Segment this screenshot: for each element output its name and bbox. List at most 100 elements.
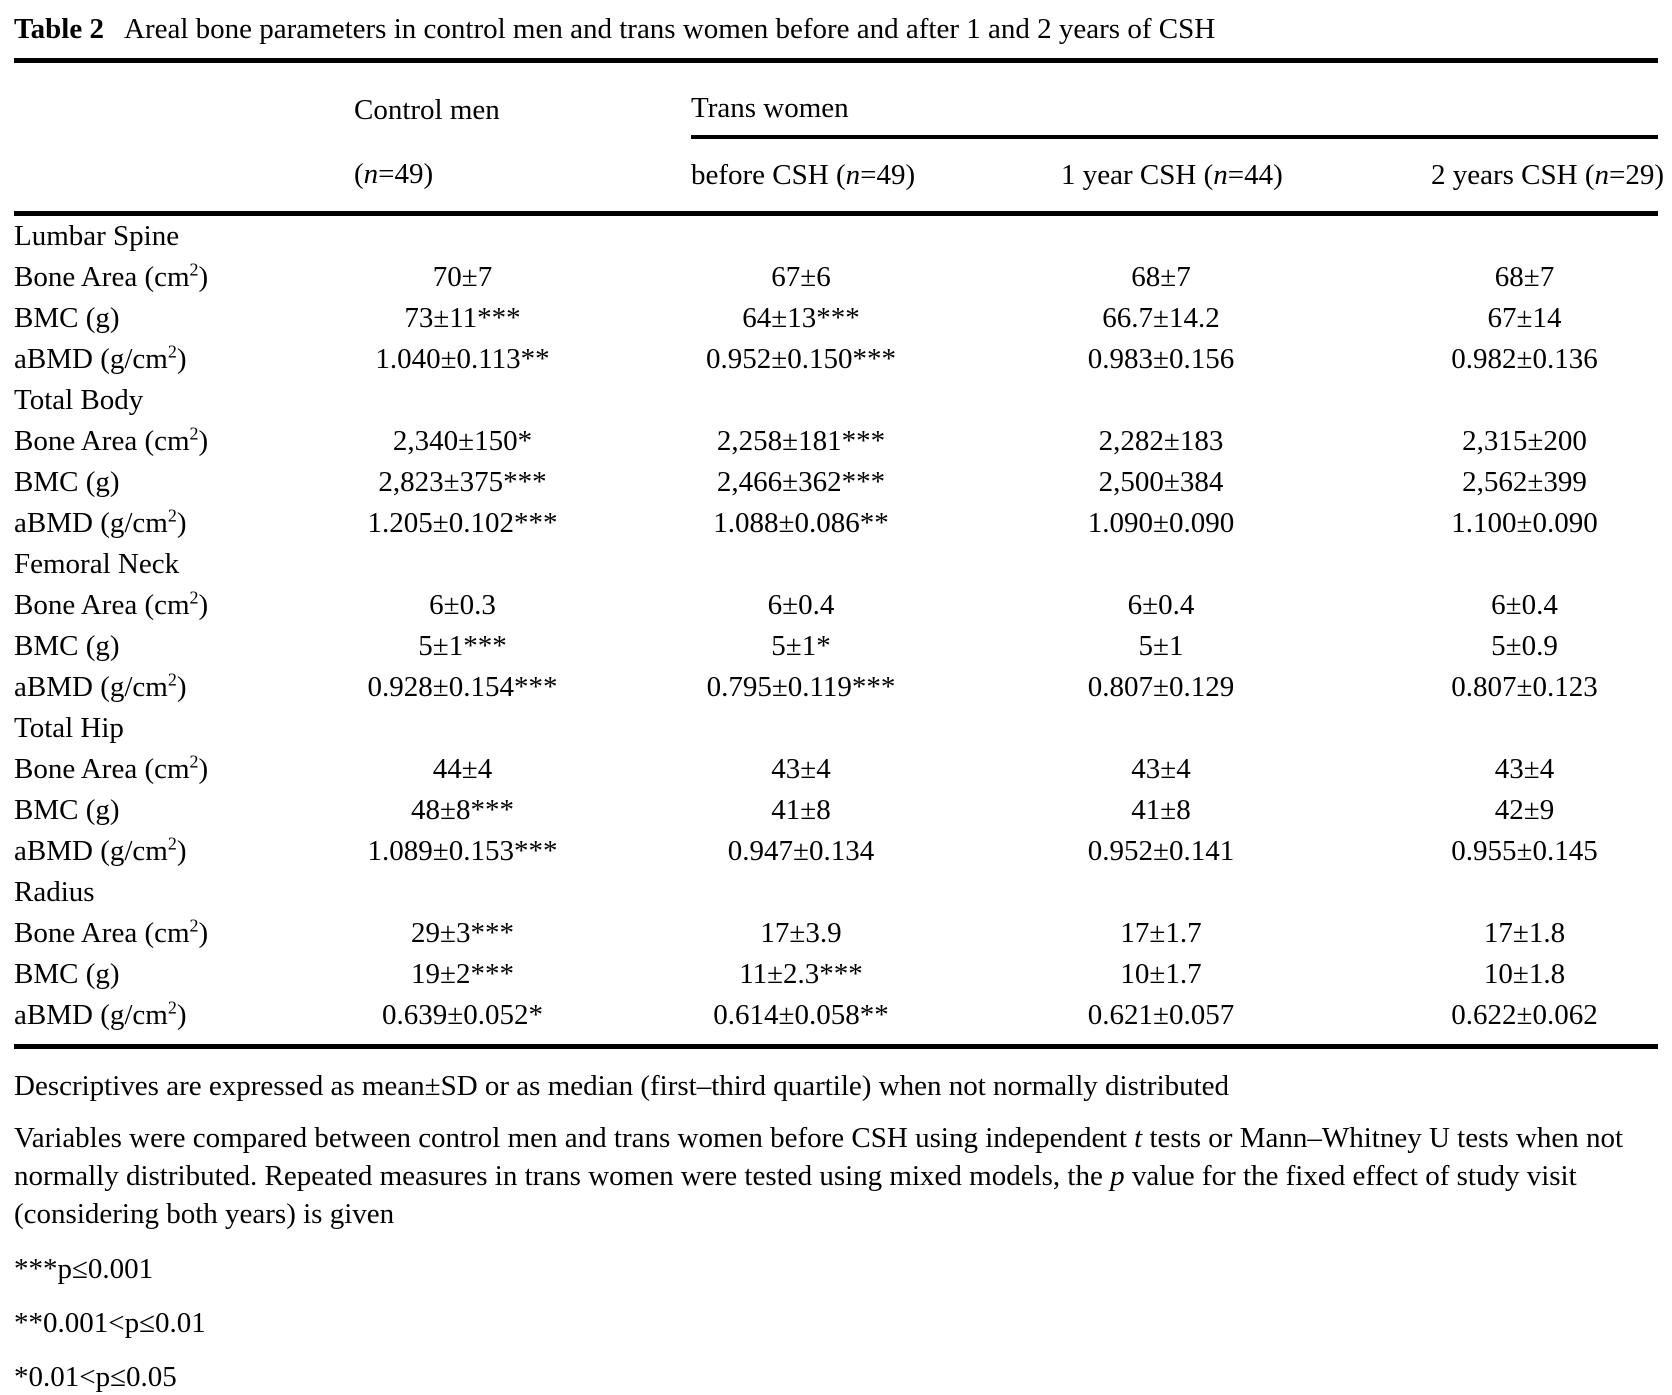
row-label: Bone Area (cm2)	[14, 913, 354, 954]
row-label-sup: 2	[167, 341, 177, 362]
table-cell: 48±8***	[411, 794, 514, 826]
section-label: Lumbar Spine	[14, 220, 180, 252]
table-cell: 1.090±0.090	[1087, 507, 1235, 539]
row-label-text: aBMD (g/cm	[14, 835, 168, 867]
header-empty-cell	[14, 63, 354, 137]
table-cell: 2,340±150*	[392, 425, 533, 457]
table-cell: 17±1.7	[1120, 917, 1202, 949]
header-2-years-csh: 2 years CSH (n=29)	[1431, 137, 1664, 216]
significance-note-1-star: *0.01<p≤0.05	[14, 1361, 177, 1393]
table-cell: 73±11***	[404, 302, 521, 334]
bone-parameters-table: Control men Trans women (n=49) before CS…	[14, 63, 1664, 1049]
footnote-descriptives: Descriptives are expressed as mean±SD or…	[14, 1070, 1230, 1102]
header-trans-women: Trans women	[691, 63, 1658, 139]
row-label: BMC (g)	[14, 298, 354, 339]
section-row: Femoral Neck	[14, 544, 1658, 585]
header-control-men: Control men	[354, 94, 500, 126]
table-cell: 68±7	[1494, 261, 1555, 293]
row-label: BMC (g)	[14, 790, 354, 831]
row-label-text: )	[198, 589, 209, 621]
row-label-sup: 2	[167, 669, 177, 690]
row-label: BMC (g)	[14, 954, 354, 995]
table-row: aBMD (g/cm2) 0.928±0.154*** 0.795±0.119*…	[14, 667, 1658, 708]
row-label: Bone Area (cm2)	[14, 585, 354, 626]
row-label-sup: 2	[189, 915, 199, 936]
table-cell: 0.795±0.119***	[706, 671, 896, 703]
table-cell: 0.621±0.057	[1061, 995, 1431, 1049]
table-cell: 44±4	[432, 753, 493, 785]
section-label: Total Body	[14, 384, 144, 416]
row-label-text: BMC (g)	[14, 958, 120, 990]
row-label-sup: 2	[167, 997, 177, 1018]
row-label: Bone Area (cm2)	[14, 257, 354, 298]
table-caption-label: Table 2	[14, 13, 104, 45]
footnote-text: tests or Mann–Whitney U tests when not n…	[14, 1122, 1624, 1192]
section-row: Lumbar Spine	[14, 214, 1658, 258]
row-label-text: Bone Area (cm	[14, 917, 190, 949]
table-cell: 5±1	[1138, 630, 1184, 662]
table-cell: 6±0.4	[767, 589, 835, 621]
header-n-symbol: n	[363, 157, 379, 190]
table-cell: 67±6	[771, 261, 831, 293]
row-label-sup: 2	[189, 259, 199, 280]
table-cell: 2,500±384	[1098, 466, 1224, 498]
table-cell: 5±0.9	[1491, 630, 1558, 662]
table-row: Bone Area (cm2) 2,340±150* 2,258±181*** …	[14, 421, 1658, 462]
section-row: Total Hip	[14, 708, 1658, 749]
header-text: =29)	[1609, 158, 1665, 191]
row-label-text: Bone Area (cm	[14, 261, 190, 293]
table-cell: 1.100±0.090	[1451, 507, 1598, 539]
table-cell: 5±1*	[771, 630, 831, 662]
section-label: Radius	[14, 876, 95, 908]
table-cell: 1.205±0.102***	[367, 507, 558, 539]
section-row: Radius	[14, 872, 1658, 913]
row-label-text: BMC (g)	[14, 630, 120, 662]
header-control-n: (n=49)	[354, 137, 691, 216]
significance-note-2-stars: **0.001<p≤0.01	[14, 1307, 206, 1339]
table-cell: 0.614±0.058**	[691, 995, 1061, 1049]
table-cell: 1.040±0.113**	[375, 343, 550, 375]
table-cell: 2,282±183	[1098, 425, 1224, 457]
table-cell: 66.7±14.2	[1102, 302, 1220, 334]
table-cell: 0.807±0.123	[1451, 671, 1598, 703]
header-n-symbol: n	[845, 158, 861, 191]
header-n-symbol: n	[1213, 158, 1228, 191]
table-cell: 43±4	[771, 753, 831, 785]
row-label-sup: 2	[189, 587, 199, 608]
table-row: aBMD (g/cm2) 1.205±0.102*** 1.088±0.086*…	[14, 503, 1658, 544]
header-text: 1 year CSH (	[1061, 158, 1214, 191]
table-cell: 6±0.4	[1491, 589, 1558, 621]
table-cell: 29±3***	[411, 917, 514, 949]
table-row: BMC (g) 48±8*** 41±8 41±8 42±9	[14, 790, 1658, 831]
table-cell: 17±1.8	[1483, 917, 1566, 949]
footnote-text: value for the fixed effect of study visi…	[14, 1160, 1577, 1230]
table-row: Bone Area (cm2) 44±4 43±4 43±4 43±4	[14, 749, 1658, 790]
table-cell: 43±4	[1131, 753, 1191, 785]
table-cell: 10±1.8	[1483, 958, 1566, 990]
table-cell: 41±8	[1131, 794, 1191, 826]
table-row: BMC (g) 5±1*** 5±1* 5±1 5±0.9	[14, 626, 1658, 667]
table-cell: 5±1***	[418, 630, 507, 662]
row-label-text: Bone Area (cm	[14, 753, 190, 785]
table-caption-text: Areal bone parameters in control men and…	[124, 13, 1216, 45]
table-cell: 17±3.9	[760, 917, 842, 949]
row-label-text: BMC (g)	[14, 466, 120, 498]
table-row: BMC (g) 19±2*** 11±2.3*** 10±1.7 10±1.8	[14, 954, 1658, 995]
row-label: BMC (g)	[14, 462, 354, 503]
row-label-text: )	[198, 753, 209, 785]
row-label-text: Bone Area (cm	[14, 425, 190, 457]
table-row: aBMD (g/cm2) 1.040±0.113** 0.952±0.150**…	[14, 339, 1658, 380]
table-cell: 41±8	[771, 794, 831, 826]
footnote-t-symbol: t	[1134, 1122, 1143, 1154]
table-cell: 0.955±0.145	[1451, 835, 1598, 867]
table-cell: 0.982±0.136	[1451, 343, 1598, 375]
row-label-text: aBMD (g/cm	[14, 507, 168, 539]
header-before-csh: before CSH (n=49)	[691, 137, 1061, 216]
table-cell: 0.928±0.154***	[367, 671, 558, 703]
table-row: Bone Area (cm2) 29±3*** 17±3.9 17±1.7 17…	[14, 913, 1658, 954]
row-label: Bone Area (cm2)	[14, 749, 354, 790]
table-cell: 0.947±0.134	[727, 835, 875, 867]
row-label-sup: 2	[189, 423, 199, 444]
table-cell: 0.952±0.150***	[706, 343, 896, 375]
